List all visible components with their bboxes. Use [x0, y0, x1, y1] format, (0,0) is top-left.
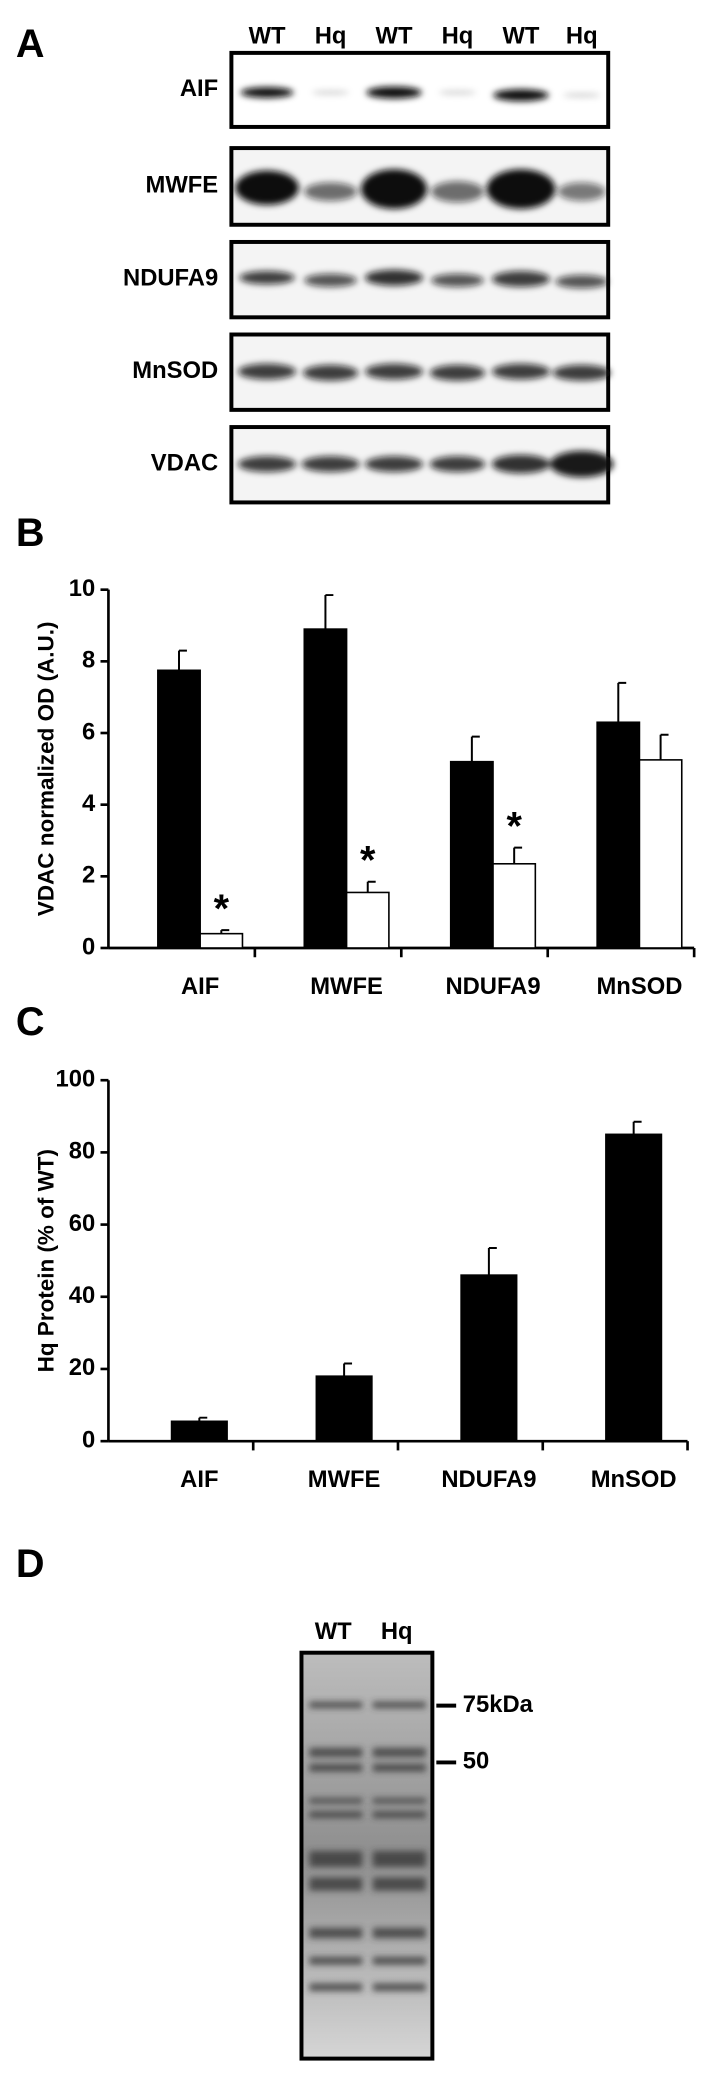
lane-label: Hq	[381, 1618, 413, 1645]
lane-label: Hq	[566, 22, 598, 49]
marker-label: 50	[463, 1748, 489, 1775]
bar	[492, 862, 537, 949]
row-label: MWFE	[146, 172, 219, 199]
panel-label: B	[16, 511, 45, 555]
lane-label: WT	[376, 22, 413, 49]
y-tick-label: 60	[69, 1210, 95, 1237]
lane-label: WT	[502, 22, 539, 49]
western-blot	[229, 50, 614, 505]
y-axis-label: Hq Protein (% of WT)	[34, 1149, 59, 1372]
x-tick-label: AIF	[181, 973, 219, 1000]
y-tick-label: 100	[56, 1065, 96, 1092]
bar	[170, 1420, 228, 1442]
bar	[605, 1133, 663, 1442]
error-bar	[324, 594, 334, 630]
x-tick-label: AIF	[180, 1466, 218, 1493]
y-tick-label: 80	[69, 1138, 95, 1165]
x-tick-label: NDUFA9	[441, 1466, 536, 1493]
row-label: VDAC	[151, 449, 218, 476]
error-bar	[366, 880, 376, 893]
bar	[460, 1274, 518, 1442]
lane-label: WT	[249, 22, 286, 49]
bar	[449, 760, 494, 949]
row-label: MnSOD	[132, 357, 218, 384]
y-tick-label: 4	[82, 790, 96, 817]
significance-mark: *	[360, 839, 376, 883]
y-tick-label: 8	[82, 647, 95, 674]
x-tick-label: MWFE	[308, 1466, 381, 1493]
panel-label: D	[16, 1542, 45, 1586]
row-label: AIF	[180, 75, 218, 102]
lane-label: WT	[315, 1618, 352, 1645]
bar	[315, 1375, 373, 1442]
y-axis-label: VDAC normalized OD (A.U.)	[34, 622, 59, 917]
panel-label: C	[16, 1000, 45, 1044]
error-bar	[470, 735, 480, 762]
error-bar	[220, 929, 230, 934]
y-tick-label: 20	[69, 1354, 95, 1381]
bar	[345, 891, 390, 949]
y-tick-label: 6	[82, 718, 95, 745]
marker-label: 75kDa	[463, 1691, 534, 1718]
error-bar	[487, 1247, 497, 1276]
bar	[199, 932, 244, 949]
gel	[299, 1650, 457, 2061]
y-tick-label: 2	[82, 862, 95, 889]
x-tick-label: MnSOD	[597, 973, 683, 1000]
panel-label: A	[16, 22, 45, 66]
x-tick-label: MnSOD	[591, 1466, 677, 1493]
y-tick-label: 10	[69, 575, 95, 602]
lane-label: Hq	[442, 22, 474, 49]
x-tick-label: MWFE	[310, 973, 383, 1000]
significance-mark: *	[506, 805, 522, 849]
x-tick-label: NDUFA9	[445, 973, 540, 1000]
bar	[157, 669, 201, 949]
y-tick-label: 0	[82, 1426, 95, 1453]
y-tick-label: 40	[69, 1282, 95, 1309]
y-tick-label: 0	[82, 933, 95, 960]
bar	[638, 759, 683, 949]
bar	[303, 628, 348, 949]
row-label: NDUFA9	[123, 264, 218, 291]
error-bar	[632, 1120, 642, 1135]
error-bar	[198, 1416, 208, 1422]
error-bar	[178, 649, 187, 671]
bar	[596, 721, 641, 949]
error-bar	[617, 681, 627, 723]
error-bar	[513, 846, 523, 864]
significance-mark: *	[214, 887, 230, 931]
lane-label: Hq	[315, 22, 347, 49]
error-bar	[659, 733, 669, 760]
error-bar	[343, 1362, 353, 1377]
